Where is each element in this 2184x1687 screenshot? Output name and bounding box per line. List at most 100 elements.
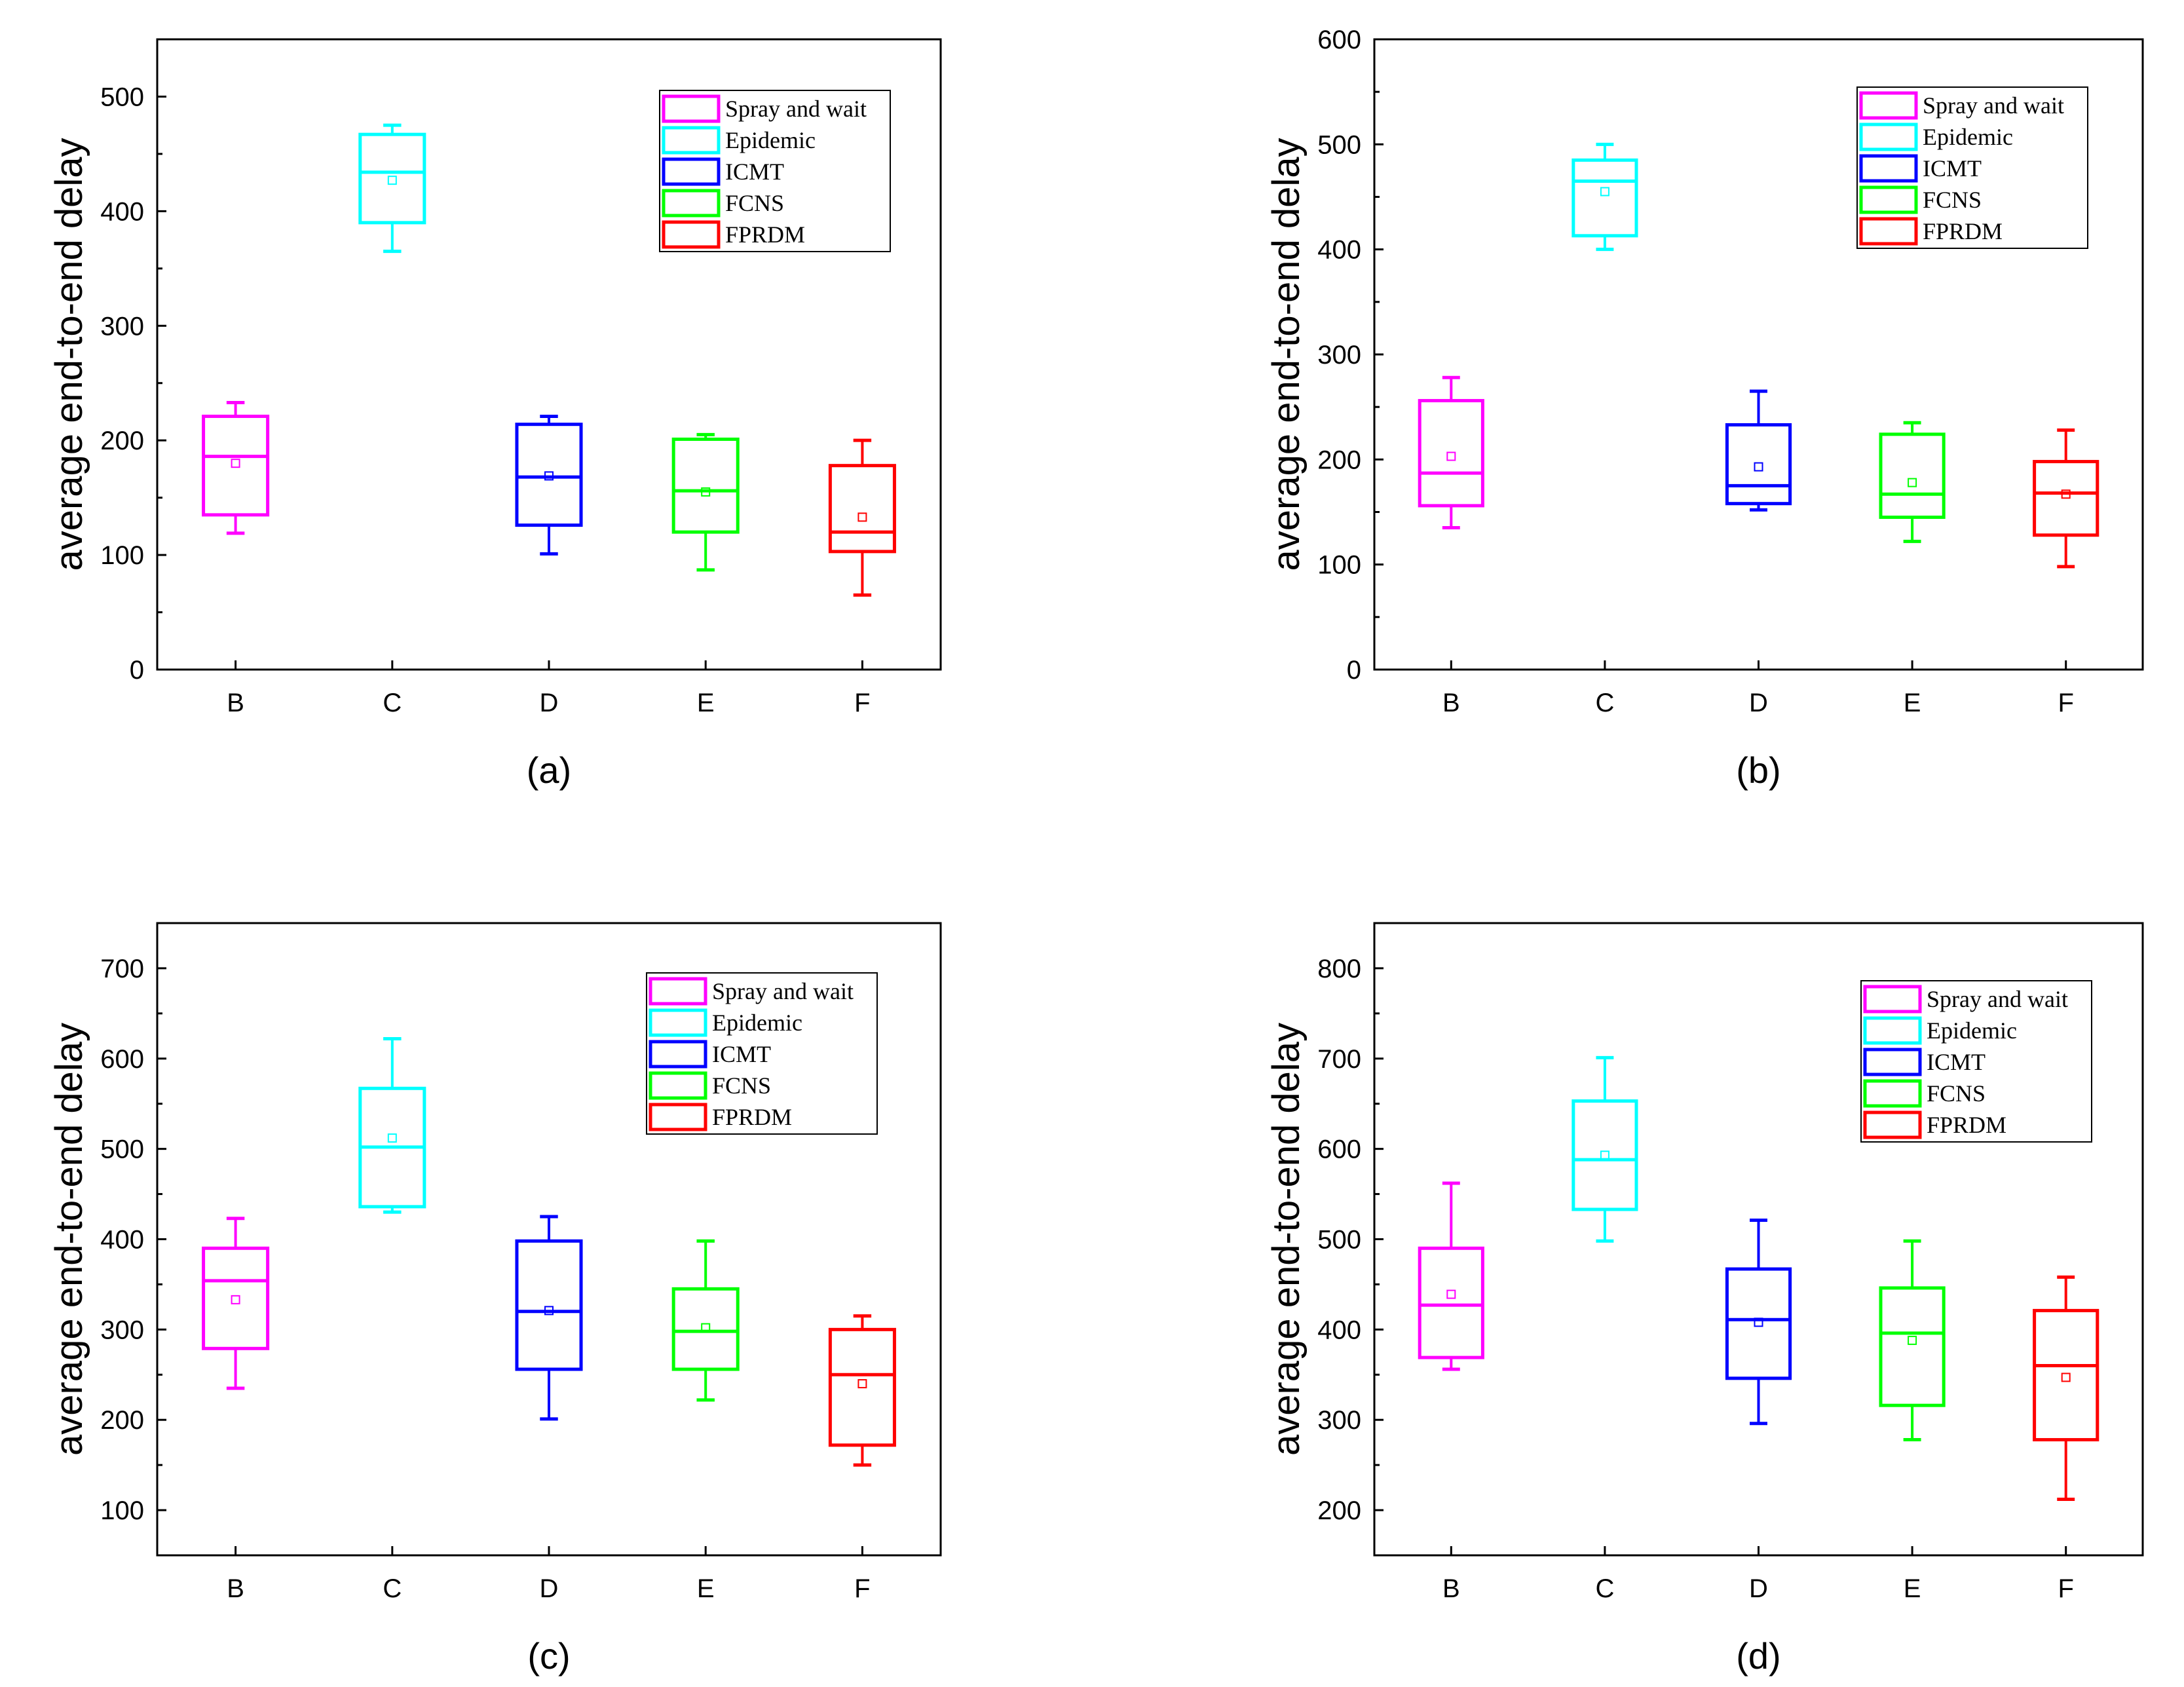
y-tick-label: 300 [1317,341,1361,370]
legend-swatch [1863,1016,1922,1045]
y-tick-label: 200 [100,426,144,455]
x-tick-label: F [854,689,870,717]
y-tick-label: 400 [1317,236,1361,265]
y-tick-label: 0 [130,656,144,685]
mean-marker [1446,1289,1456,1299]
mean-marker [701,487,711,497]
legend: Spray and wait Epidemic ICMT FCNS FPRDM [1856,86,2088,249]
iqr-box [515,1239,583,1371]
legend-swatch [662,94,721,123]
legend-swatch [649,1040,707,1069]
legend-label: ICMT [1927,1049,1986,1075]
panel-label: (c) [527,1635,570,1677]
x-tick-label: C [383,1574,402,1603]
legend-label: Spray and wait [725,96,867,122]
y-tick-label: 100 [1317,551,1361,580]
iqr-box [828,464,896,554]
x-tick-label: F [2058,689,2073,717]
legend-label: ICMT [712,1041,771,1067]
panel-label: (a) [527,749,571,791]
x-tick-label: D [540,1574,559,1603]
y-tick-label: 700 [100,955,144,983]
mean-marker [1600,187,1610,197]
y-tick-label: 600 [1317,1135,1361,1164]
legend-label: FPRDM [1927,1112,2006,1138]
y-tick-label: 300 [1317,1406,1361,1435]
box-plot [1879,421,1946,543]
y-tick-label: 600 [1317,26,1361,54]
x-tick-label: B [227,689,244,717]
legend-label: FCNS [725,190,784,216]
legend-label: FPRDM [725,221,805,248]
legend-swatch [649,1103,707,1131]
box-plot [358,1036,426,1214]
iqr-box [1879,432,1946,520]
legend-swatch [662,157,721,186]
x-tick-label: C [1595,1574,1614,1603]
legend-label: ICMT [725,159,784,185]
mean-marker [387,176,397,185]
box-plot [358,123,426,254]
legend-swatch [1863,1079,1922,1108]
y-tick-label: 700 [1317,1045,1361,1074]
legend-label: ICMT [1923,155,1982,181]
x-tick-label: E [697,1574,715,1603]
iqr-box [1879,1286,1946,1407]
legend-swatch [1859,91,1918,120]
mean-marker [544,1306,554,1316]
y-tick-label: 200 [1317,1496,1361,1525]
iqr-box [358,132,426,225]
legend-swatch [649,1008,707,1037]
mean-marker [1754,1317,1763,1327]
mean-marker [1754,462,1763,472]
x-tick-label: E [1904,689,1921,717]
box-plot [671,1239,740,1402]
box-plot [1879,1239,1946,1442]
mean-marker [1600,1150,1610,1160]
x-tick-label: F [2058,1574,2073,1603]
y-tick-label: 400 [100,1226,144,1255]
iqr-box [1572,1099,1638,1211]
mean-marker [857,512,867,522]
x-tick-label: C [383,689,402,717]
legend-label: Epidemic [712,1010,802,1036]
y-tick-label: 300 [100,312,144,341]
legend-label: Epidemic [725,127,816,153]
panel-label: (d) [1736,1635,1780,1677]
box-plot [515,414,583,556]
legend-label: FCNS [1927,1080,1986,1107]
box-plot [2033,428,2099,569]
mean-marker [231,1295,240,1304]
y-tick-label: 500 [100,83,144,111]
legend-label: Spray and wait [712,978,854,1004]
y-tick-label: 500 [1317,1226,1361,1255]
y-tick-label: 100 [100,541,144,570]
mean-marker [701,1323,711,1333]
mean-marker [1446,451,1456,461]
legend-swatch [649,1071,707,1100]
y-tick-label: 400 [100,197,144,226]
legend: Spray and wait Epidemic ICMT FCNS FPRDM [646,972,878,1135]
x-tick-label: B [1442,689,1460,717]
y-tick-label: 400 [1317,1316,1361,1344]
iqr-box [671,437,740,534]
legend-swatch [1863,1110,1922,1139]
x-tick-label: E [697,689,715,717]
y-tick-label: 500 [100,1135,144,1164]
mean-marker [1908,1335,1917,1345]
legend-label: FCNS [712,1072,771,1099]
x-tick-label: D [540,689,559,717]
legend-swatch [1859,185,1918,214]
box-plot [202,1217,270,1390]
box-plot [515,1215,583,1421]
legend-swatch [1859,217,1918,246]
y-tick-label: 0 [1347,656,1361,685]
box-plot [828,438,896,597]
box-plot [1572,1055,1638,1243]
mean-marker [857,1379,867,1389]
legend-label: FCNS [1923,187,1982,213]
